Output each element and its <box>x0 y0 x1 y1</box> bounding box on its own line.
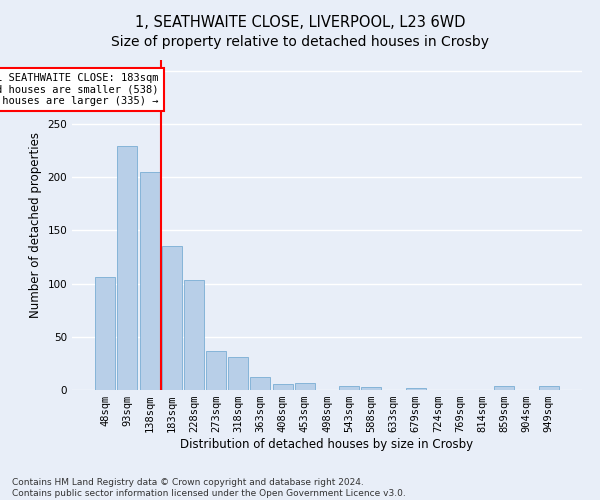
Bar <box>250 377 271 390</box>
Bar <box>361 387 382 390</box>
Bar <box>228 357 248 390</box>
Bar <box>494 386 514 390</box>
Bar <box>184 280 204 390</box>
X-axis label: Distribution of detached houses by size in Crosby: Distribution of detached houses by size … <box>181 438 473 451</box>
Text: Size of property relative to detached houses in Crosby: Size of property relative to detached ho… <box>111 35 489 49</box>
Bar <box>295 382 315 390</box>
Text: Contains HM Land Registry data © Crown copyright and database right 2024.
Contai: Contains HM Land Registry data © Crown c… <box>12 478 406 498</box>
Text: 1, SEATHWAITE CLOSE, LIVERPOOL, L23 6WD: 1, SEATHWAITE CLOSE, LIVERPOOL, L23 6WD <box>135 15 465 30</box>
Bar <box>95 277 115 390</box>
Bar <box>118 146 137 390</box>
Bar <box>206 350 226 390</box>
Bar <box>339 386 359 390</box>
Bar <box>272 384 293 390</box>
Y-axis label: Number of detached properties: Number of detached properties <box>29 132 42 318</box>
Bar <box>162 246 182 390</box>
Bar <box>140 172 160 390</box>
Text: 1 SEATHWAITE CLOSE: 183sqm
← 62% of detached houses are smaller (538)
38% of sem: 1 SEATHWAITE CLOSE: 183sqm ← 62% of deta… <box>0 73 158 106</box>
Bar <box>539 386 559 390</box>
Bar <box>406 388 426 390</box>
